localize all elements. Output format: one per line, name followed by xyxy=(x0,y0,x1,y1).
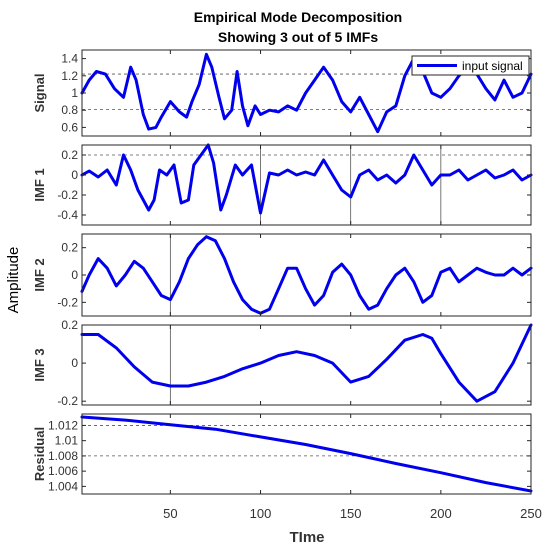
series-line xyxy=(80,52,533,134)
y-tick-label: 0 xyxy=(71,356,78,370)
series-line xyxy=(80,143,533,215)
y-tick-label: 1.4 xyxy=(61,52,78,66)
panel-ylabel: IMF 1 xyxy=(32,168,47,201)
x-tick-labels: 50 100 150 200 250 xyxy=(163,506,542,521)
x-tick-label: 250 xyxy=(520,506,542,521)
y-tick-label: 1.01 xyxy=(55,434,79,448)
panel-ylabel: Residual xyxy=(32,427,47,481)
x-tick-label: 200 xyxy=(430,506,452,521)
chart-subtitle: Showing 3 out of 5 IMFs xyxy=(218,29,378,45)
y-tick-label: -0.2 xyxy=(57,394,78,408)
y-tick-label: -0.4 xyxy=(57,208,78,222)
y-tick-label: -0.2 xyxy=(57,188,78,202)
x-tick-label: 50 xyxy=(163,506,177,521)
y-tick-label: 1.2 xyxy=(61,69,78,83)
axes-box xyxy=(81,413,532,495)
panel-imf-1: 0.2 0 -0.2 -0.4 IMF 1 xyxy=(32,143,533,226)
series-line xyxy=(80,235,533,315)
axes-box xyxy=(81,144,532,226)
y-tick-label: 1.012 xyxy=(48,418,78,432)
y-tick-label: 1.008 xyxy=(48,449,78,463)
y-tick-label: 1.006 xyxy=(48,464,78,478)
y-tick-label: 0.2 xyxy=(61,318,78,332)
y-tick-label: 1.004 xyxy=(48,479,78,493)
series-line xyxy=(80,415,533,493)
y-tick-label: 0.2 xyxy=(61,241,78,255)
y-tick-label: 0.6 xyxy=(61,120,78,134)
y-tick-label: 1 xyxy=(71,86,78,100)
y-tick-label: -0.2 xyxy=(57,295,78,309)
y-tick-label: 0.2 xyxy=(61,148,78,162)
chart-title: Empirical Mode Decomposition xyxy=(194,9,402,25)
x-axis-label: TIme xyxy=(289,529,324,546)
x-tick-label: 150 xyxy=(340,506,362,521)
legend: input signal xyxy=(411,55,530,76)
panel-ylabel: Signal xyxy=(32,73,47,112)
y-tick-label: 0.8 xyxy=(61,103,78,117)
panel-ylabel: IMF 2 xyxy=(32,258,47,291)
panel-imf-2: 0.2 0 -0.2 IMF 2 xyxy=(32,233,533,317)
y-axis-label: Amplitude xyxy=(5,247,22,314)
x-tick-label: 100 xyxy=(250,506,272,521)
y-tick-label: 0 xyxy=(71,268,78,282)
panel-signal: 0.6 0.8 1 1.2 1.4 Signal xyxy=(32,49,533,137)
panel-ylabel: IMF 3 xyxy=(32,348,47,381)
legend-box xyxy=(411,55,530,76)
series-line xyxy=(80,323,533,403)
panel-imf-3: 0.2 0 -0.2 IMF 3 xyxy=(32,318,533,408)
y-tick-label: 0 xyxy=(71,168,78,182)
axes-box xyxy=(81,324,532,406)
legend-label: input signal xyxy=(462,59,523,73)
